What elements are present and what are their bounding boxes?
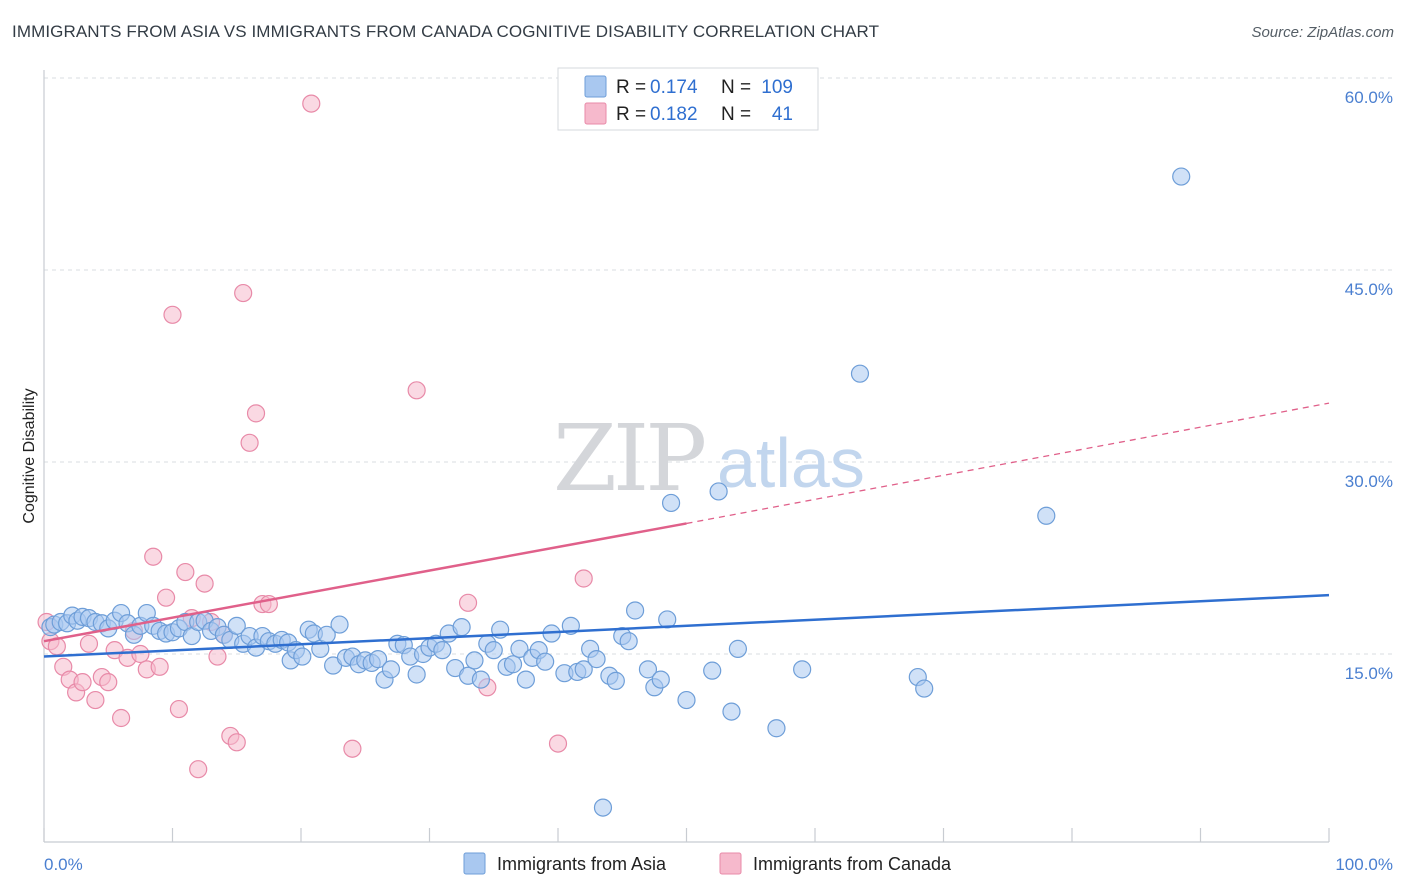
canada-point xyxy=(79,634,99,653)
legend-swatch-canada xyxy=(584,102,607,125)
legend-n-value-asia: 109 xyxy=(761,77,793,98)
canada-point xyxy=(343,739,362,758)
asia-point xyxy=(638,660,658,679)
bottom-legend-label-asia: Immigrants from Asia xyxy=(497,854,667,874)
canada-point xyxy=(156,588,176,607)
asia-point xyxy=(369,650,388,669)
canada-point xyxy=(246,404,266,423)
watermark-atlas: atlas xyxy=(717,424,865,502)
canada-point xyxy=(227,733,246,752)
asia-point xyxy=(574,660,593,679)
canada-point xyxy=(195,574,214,593)
bottom-legend-swatch-canada xyxy=(719,852,742,875)
asia-point xyxy=(625,601,645,620)
asia-point xyxy=(593,798,613,817)
legend-r-label-asia: R = xyxy=(616,77,646,98)
canada-point xyxy=(73,673,92,692)
asia-point xyxy=(536,652,555,671)
asia-point xyxy=(728,639,748,658)
watermark-zip: ZIP xyxy=(553,405,704,512)
bottom-legend: Immigrants from Asia Immigrants from Can… xyxy=(463,852,952,875)
asia-point xyxy=(606,671,625,690)
asia-point xyxy=(503,655,523,674)
legend-r-label-canada: R = xyxy=(616,104,646,125)
bottom-legend-label-canada: Immigrants from Canada xyxy=(753,854,952,874)
canada-point xyxy=(240,433,259,452)
asia-point xyxy=(850,364,870,383)
canada-point xyxy=(150,657,169,676)
asia-point xyxy=(516,670,535,689)
y-axis-label: Cognitive Disability xyxy=(21,388,38,523)
legend-r-value-canada: 0.182 xyxy=(650,104,698,125)
asia-point xyxy=(465,651,484,670)
asia-point xyxy=(767,719,786,738)
x-tick-label-max: 100.0% xyxy=(1335,855,1393,874)
canada-point xyxy=(131,644,150,664)
legend-n-label-canada: N = xyxy=(721,104,751,125)
canada-point xyxy=(176,562,195,582)
y-tick-label-45: 45.0% xyxy=(1345,280,1393,299)
x-tick-label-min: 0.0% xyxy=(44,855,83,874)
chart-title: IMMIGRANTS FROM ASIA VS IMMIGRANTS FROM … xyxy=(12,22,880,41)
asia-point xyxy=(1172,167,1191,186)
trend-lines xyxy=(43,402,1330,658)
watermark: ZIP atlas xyxy=(553,405,865,512)
legend-box: R = 0.174 N = 109 R = 0.182 N = 41 xyxy=(557,67,819,131)
legend-n-value-canada: 41 xyxy=(772,104,793,125)
asia-point xyxy=(587,650,606,669)
asia-point xyxy=(793,660,812,679)
legend-r-value-asia: 0.174 xyxy=(650,77,698,98)
x-tick-marks xyxy=(43,828,1330,842)
asia-point xyxy=(661,493,681,513)
canada-point xyxy=(86,690,105,710)
y-tick-label-30: 30.0% xyxy=(1345,472,1393,491)
canada-point xyxy=(111,708,131,728)
asia-point xyxy=(510,639,529,658)
canada-point xyxy=(99,673,118,692)
canada-point xyxy=(144,547,163,566)
canada-point xyxy=(458,593,478,612)
asia-point xyxy=(484,641,503,660)
asia-point xyxy=(227,616,246,635)
asia-point xyxy=(452,618,471,637)
asia-trend-line xyxy=(43,593,1330,658)
asia-point xyxy=(433,641,452,660)
y-tick-label-60: 60.0% xyxy=(1345,88,1393,107)
bottom-legend-swatch-asia xyxy=(463,852,486,875)
gridlines xyxy=(44,77,1393,655)
asia-point xyxy=(651,670,670,689)
asia-point xyxy=(471,670,490,689)
asia-point xyxy=(703,661,722,680)
asia-point xyxy=(293,647,312,666)
legend-swatch-asia xyxy=(584,75,607,98)
canada-point xyxy=(234,283,253,303)
asia-point xyxy=(677,690,696,710)
canada-point xyxy=(574,569,593,588)
canada-point xyxy=(163,305,182,324)
canada-point xyxy=(208,647,227,666)
canada-point xyxy=(169,699,189,719)
y-tick-labels: 15.0% 30.0% 45.0% 60.0% xyxy=(1345,88,1393,683)
legend-n-label-asia: N = xyxy=(721,77,751,98)
asia-point xyxy=(381,660,401,679)
canada-trend-line xyxy=(43,522,687,643)
asia-point xyxy=(1037,506,1056,525)
canada-point xyxy=(189,760,208,779)
asia-point xyxy=(915,679,934,698)
canada-point xyxy=(548,734,568,753)
canada-point xyxy=(302,94,321,113)
asia-point xyxy=(619,632,638,651)
asia-point xyxy=(330,615,349,634)
asia-point xyxy=(722,702,741,721)
y-tick-label-15: 15.0% xyxy=(1345,664,1393,683)
asia-point xyxy=(709,482,728,501)
asia-point xyxy=(407,665,426,684)
canada-trend-extension xyxy=(686,402,1330,525)
source-label: Source: ZipAtlas.com xyxy=(1251,24,1394,41)
canada-point xyxy=(407,381,426,400)
